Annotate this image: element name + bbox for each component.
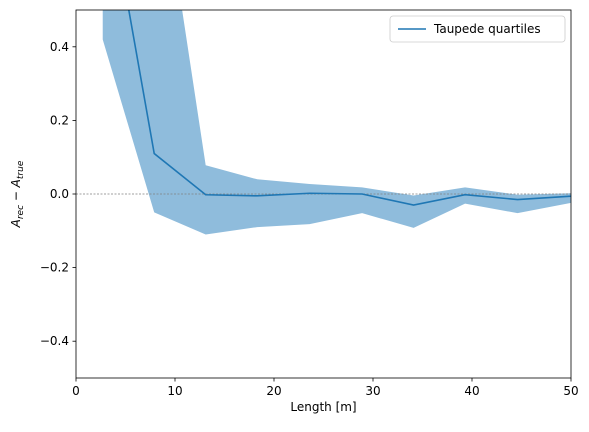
x-tick-label: 30 [365, 384, 380, 398]
y-tick-label: 0.0 [50, 187, 69, 201]
y-axis-label: Arec − Atrue [9, 160, 26, 228]
y-label-a2: A [9, 179, 23, 188]
y-tick-label: 0.4 [50, 40, 69, 54]
x-tick-label: 50 [563, 384, 578, 398]
y-label-minus: − [9, 187, 23, 205]
legend-label: Taupede quartiles [433, 22, 541, 36]
y-label-a: A [9, 219, 23, 228]
median-line [127, 10, 571, 206]
x-tick-label: 40 [464, 384, 479, 398]
x-tick-label: 0 [72, 384, 80, 398]
legend-box [389, 15, 566, 43]
legend: Taupede quartiles [389, 15, 566, 43]
y-tick-label: −0.2 [40, 261, 69, 275]
x-tick-label: 20 [266, 384, 281, 398]
y-tick-label: 0.2 [50, 113, 69, 127]
x-axis-label: Length [m] [290, 400, 356, 414]
quartile-band [102, 10, 571, 235]
y-tick-label: −0.4 [40, 334, 69, 348]
y-label-true: true [16, 160, 26, 179]
y-label-rec: rec [16, 205, 26, 219]
x-tick-label: 10 [167, 384, 182, 398]
